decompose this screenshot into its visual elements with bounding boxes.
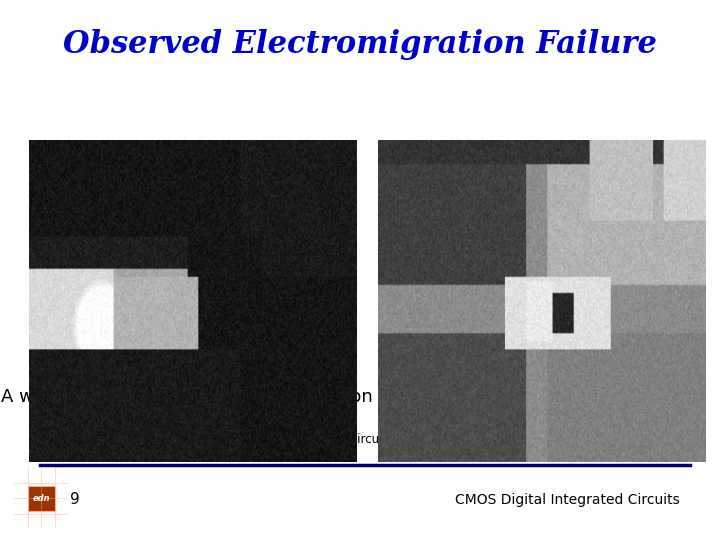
FancyBboxPatch shape bbox=[28, 486, 55, 511]
Text: A contact (via) broken up due
to electromigration: A contact (via) broken up due to electro… bbox=[414, 383, 682, 424]
Text: 9: 9 bbox=[70, 492, 80, 508]
Text: These figures are derived from Digital integrated circuit – a design perspective: These figures are derived from Digital i… bbox=[55, 434, 665, 447]
Text: A wire broken off due to electromigration: A wire broken off due to electromigratio… bbox=[1, 388, 373, 406]
Text: Observed Electromigration Failure: Observed Electromigration Failure bbox=[63, 30, 657, 60]
Text: CMOS Digital Integrated Circuits: CMOS Digital Integrated Circuits bbox=[455, 493, 680, 507]
Text: edn: edn bbox=[32, 494, 50, 503]
